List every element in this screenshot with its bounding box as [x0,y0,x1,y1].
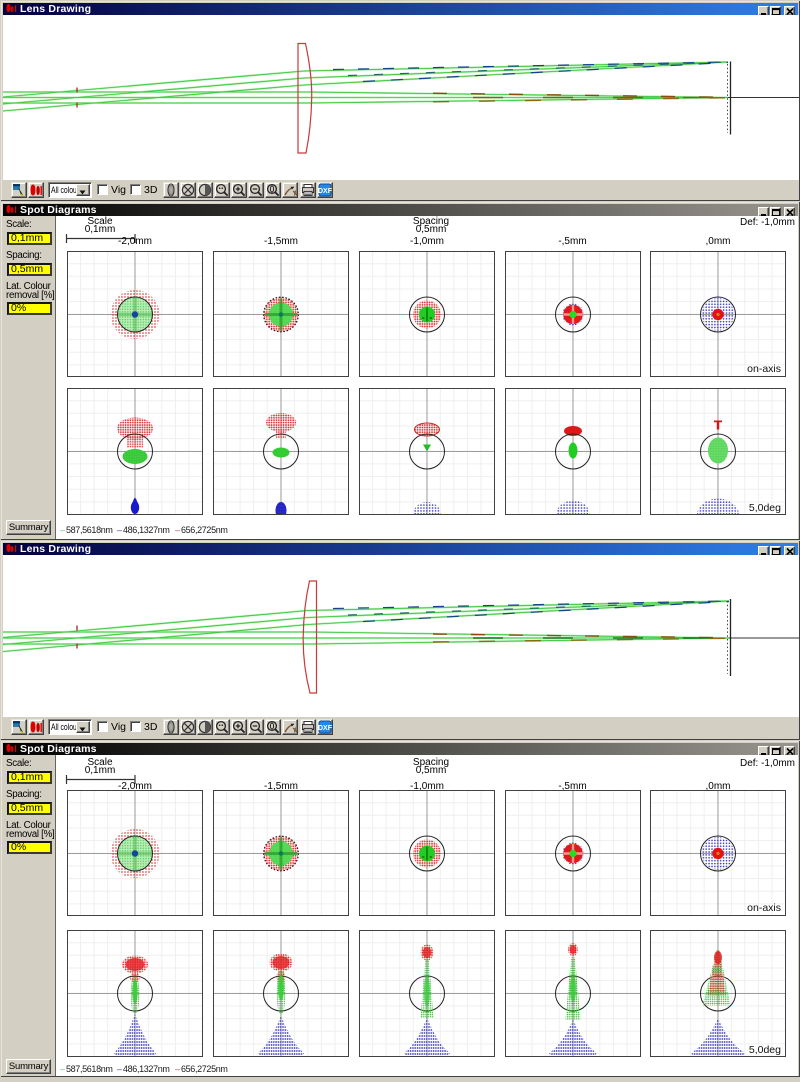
svg-text:5,0deg: 5,0deg [749,1044,781,1056]
svg-text:on-axis: on-axis [747,363,781,375]
svg-text:on-axis: on-axis [747,902,781,914]
svg-text:DXF: DXF [318,725,332,732]
svg-text:DXF: DXF [318,188,332,195]
svg-text:5,0deg: 5,0deg [749,502,781,514]
